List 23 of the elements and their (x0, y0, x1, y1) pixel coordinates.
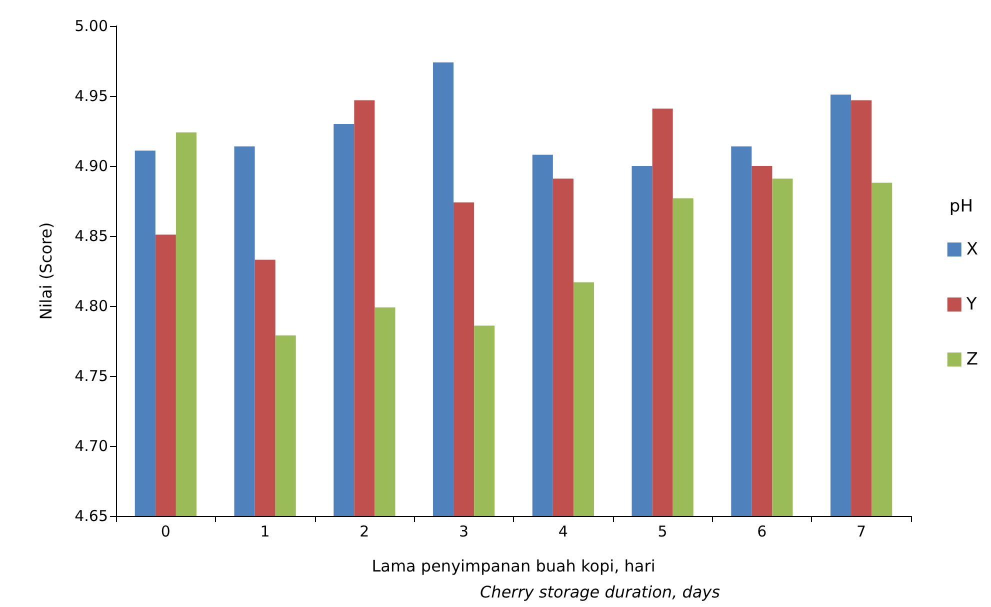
x-tick-label: 6 (757, 522, 767, 540)
legend-title: pH (949, 196, 974, 216)
y-tick-label: 5.00 (74, 17, 108, 35)
legend-label: X (966, 240, 978, 260)
y-tick-label: 4.80 (74, 297, 108, 315)
legend-label: Z (966, 350, 978, 370)
x-tick-label: 1 (260, 522, 270, 540)
y-tick-label: 4.75 (74, 367, 108, 385)
y-axis-title: Nilai (Score) (36, 222, 56, 320)
x-tick-label: 5 (658, 522, 668, 540)
x-tick-label: 4 (558, 522, 568, 540)
x-tick-label: 3 (459, 522, 469, 540)
y-tick-label: 4.65 (74, 507, 108, 525)
x-tick-label: 7 (856, 522, 866, 540)
y-tick-label: 4.70 (74, 437, 108, 455)
y-tick-label: 4.95 (74, 87, 108, 105)
text: Cherry storage duration, days (480, 582, 720, 602)
y-tick-label: 4.85 (74, 227, 108, 245)
y-tick-label: 4.90 (74, 157, 108, 175)
x-tick-label: 0 (160, 522, 170, 540)
x-tick-label: 2 (360, 522, 370, 540)
legend-label: Y (965, 294, 978, 314)
x-axis-title: Lama penyimpanan buah kopi, hari (372, 556, 656, 576)
